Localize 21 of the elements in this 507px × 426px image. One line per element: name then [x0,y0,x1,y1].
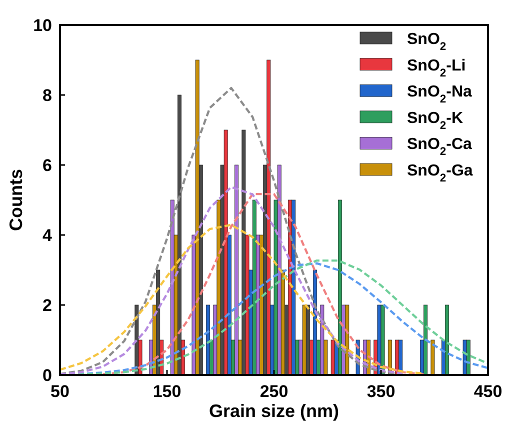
legend-label: SnO$_{2}$-K [407,110,464,132]
y-tick-label: 0 [42,366,52,385]
x-tick-label: 350 [366,382,396,401]
legend-label: SnO$_{2}$-Li [407,57,466,80]
y-tick-label: 8 [42,86,52,105]
y-tick-label: 4 [42,226,53,245]
x-axis-title: Grain size (nm) [208,401,340,421]
line-series [102,192,425,375]
x-tick-label: 150 [152,382,182,401]
x-tick-label: 50 [50,382,70,401]
x-tick-label: 450 [474,382,502,401]
legend-label: SnO$_{2}$ [407,31,446,53]
y-tick-label: 10 [33,16,52,35]
y-tick-label: 2 [42,296,52,315]
y-axis-title: Counts [6,169,26,231]
legend-label: SnO$_{2}$-Ca [407,136,472,158]
y-tick-label: 6 [42,156,52,175]
legend-label: SnO$_{2}$-Ga [407,162,473,184]
legend-label: SnO$_{2}$-Na [407,84,472,106]
x-tick-label: 250 [260,382,288,401]
line-series [60,186,404,375]
